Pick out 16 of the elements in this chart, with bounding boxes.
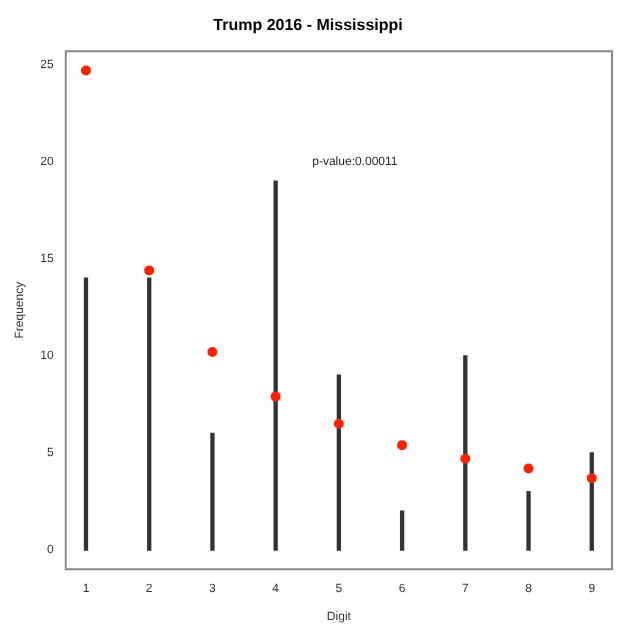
point xyxy=(397,440,408,451)
bar xyxy=(526,491,531,551)
point xyxy=(144,265,155,276)
point xyxy=(207,346,218,357)
bar xyxy=(83,277,89,551)
point xyxy=(270,391,281,402)
bar xyxy=(210,432,215,551)
point xyxy=(333,418,344,429)
point xyxy=(586,473,597,484)
bar xyxy=(273,180,278,551)
chart-title: Trump 2016 - Mississippi xyxy=(213,16,403,35)
point xyxy=(80,65,91,76)
point xyxy=(523,463,534,474)
point xyxy=(460,453,471,464)
bar xyxy=(147,277,152,551)
bar xyxy=(399,510,405,551)
